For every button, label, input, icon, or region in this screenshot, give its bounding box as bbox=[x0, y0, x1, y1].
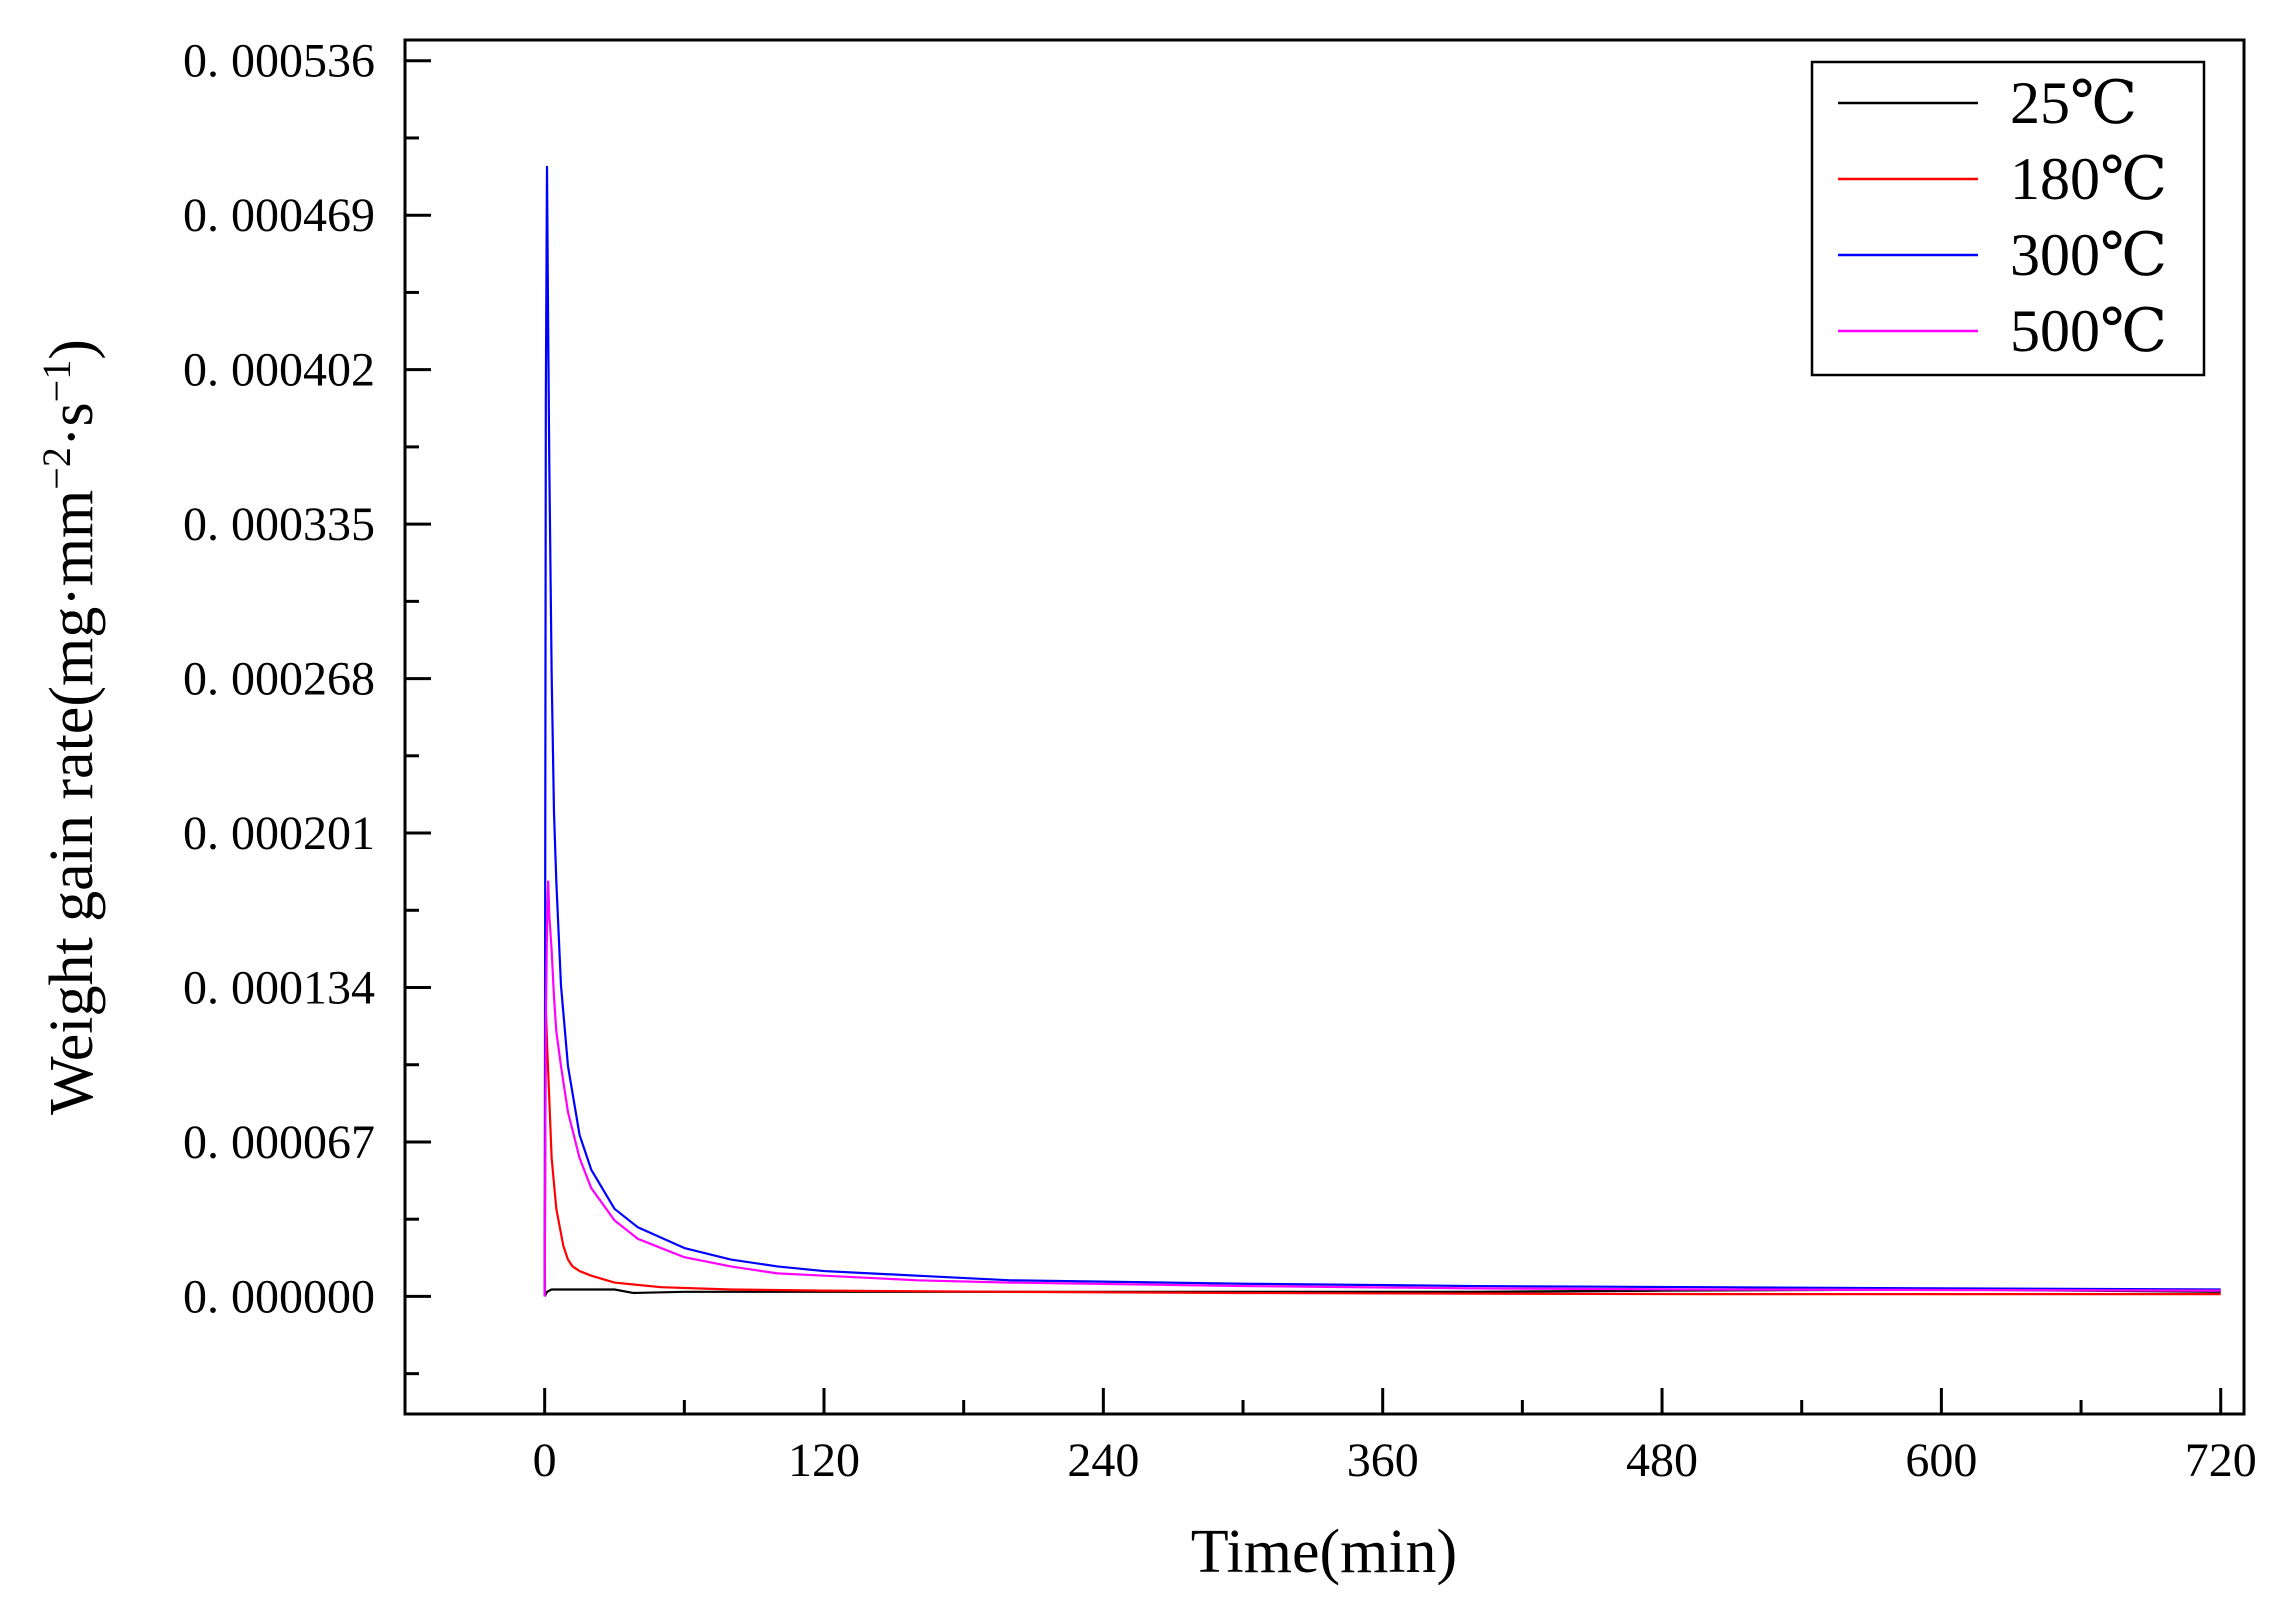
plot-frame bbox=[403, 38, 2246, 1416]
x-axis-title: Time(min) bbox=[1191, 1518, 1457, 1586]
legend-label: 500℃ bbox=[2010, 298, 2167, 364]
series-line-3 bbox=[543, 880, 2221, 1297]
legend-label: 25℃ bbox=[2010, 70, 2137, 136]
y-tick-label: 0. 000402 bbox=[183, 344, 375, 397]
y-tick-label: 0. 000268 bbox=[183, 653, 375, 706]
y-tick-label: 0. 000335 bbox=[183, 498, 375, 551]
x-tick-label: 480 bbox=[1626, 1434, 1698, 1487]
x-tick-label: 0 bbox=[533, 1434, 557, 1487]
y-axis-title-end: ) bbox=[38, 339, 106, 360]
series-layer bbox=[543, 165, 2221, 1297]
y-tick-label: 0. 000134 bbox=[183, 962, 375, 1015]
x-tick-label: 240 bbox=[1067, 1434, 1139, 1487]
series-line-1 bbox=[543, 1007, 2221, 1297]
y-tick-label: 0. 000469 bbox=[183, 189, 375, 242]
y-tick-label: 0. 000000 bbox=[183, 1270, 375, 1323]
x-tick-label: 360 bbox=[1347, 1434, 1419, 1487]
y-tick-label: 0. 000536 bbox=[183, 35, 375, 88]
y-axis-title-main: Weight gain rate(mg·mm bbox=[38, 490, 106, 1115]
y-axis-title: Weight gain rate(mg·mm−2·s−1) bbox=[34, 339, 107, 1115]
x-axis: 0 120 240 360 480 600 720 bbox=[403, 1388, 2257, 1487]
legend-items: 25℃ 180℃ 300℃ 500℃ bbox=[1838, 70, 2167, 364]
y-axis-title-sup2: −1 bbox=[34, 360, 79, 403]
series-line-0 bbox=[543, 1288, 2221, 1297]
x-tick-label: 720 bbox=[2185, 1434, 2257, 1487]
y-axis: 0. 000000 0. 000067 0. 000134 0. 000201 0. 0… bbox=[183, 35, 431, 1376]
series-line-2 bbox=[543, 165, 2221, 1297]
y-axis-title-mid: ·s bbox=[38, 402, 106, 447]
legend-label: 300℃ bbox=[2010, 222, 2167, 288]
legend-box bbox=[1810, 60, 2206, 377]
legend: 25℃ 180℃ 300℃ 500℃ bbox=[1810, 60, 2206, 377]
y-axis-title-sup1: −2 bbox=[34, 447, 79, 490]
x-tick-label: 600 bbox=[1905, 1434, 1977, 1487]
x-tick-label: 120 bbox=[788, 1434, 860, 1487]
y-tick-label: 0. 000067 bbox=[183, 1116, 375, 1169]
legend-label: 180℃ bbox=[2010, 146, 2167, 212]
y-tick-label: 0. 000201 bbox=[183, 807, 375, 860]
